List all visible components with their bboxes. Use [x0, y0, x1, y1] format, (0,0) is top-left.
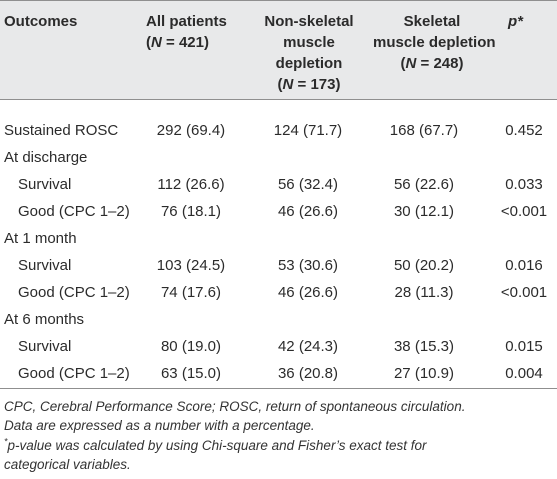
cell-all-patients: 76 (18.1): [160, 203, 222, 220]
footnote-p-value: *p-value was calculated by using Chi-squ…: [4, 436, 427, 453]
row-label: Good (CPC 1–2): [18, 284, 130, 301]
cell-non-skeletal: 46 (26.6): [277, 203, 339, 220]
table-row-group: At 1 month: [0, 225, 557, 252]
table-row-group: At 6 months: [0, 306, 557, 333]
table-row: Survival 112 (26.6) 56 (32.4) 56 (22.6) 0.03…: [0, 171, 557, 198]
cell-non-skeletal: 56 (32.4): [277, 176, 339, 193]
header-outcomes: Outcomes: [4, 13, 78, 30]
cell-skeletal: 50 (20.2): [393, 257, 455, 274]
cell-non-skeletal: 46 (26.6): [277, 284, 339, 301]
cell-p-value: 0.452: [505, 122, 543, 139]
row-label: Good (CPC 1–2): [18, 203, 130, 220]
header-skeletal: Skeletal muscle depletion (N = 248): [373, 13, 496, 72]
table-row: Good (CPC 1–2) 74 (17.6) 46 (26.6) 28 (11.3…: [0, 279, 557, 306]
row-label: Good (CPC 1–2): [18, 365, 130, 382]
table-header: Outcomes All patients (N = 421) Non-skel…: [0, 0, 557, 100]
cell-skeletal: 28 (11.3): [394, 284, 454, 301]
table-bottom-rule: [0, 388, 557, 389]
row-label: Survival: [18, 176, 72, 193]
row-label: At 1 month: [4, 230, 77, 247]
table-row: Survival 103 (24.5) 53 (30.6) 50 (20.2) 0.01…: [0, 252, 557, 279]
header-non-skeletal-n: (N = 173): [277, 76, 341, 93]
row-label: Survival: [18, 257, 72, 274]
table-row: Good (CPC 1–2) 63 (15.0) 36 (20.8) 27 (10.9…: [0, 360, 557, 387]
row-label: At discharge: [4, 149, 88, 166]
table-row-group: Sustained ROSC 292 (69.4) 124 (71.7) 168 (6…: [0, 117, 557, 144]
header-p-value: p*: [508, 13, 523, 30]
footnote-p-value-cont: categorical variables.: [4, 457, 131, 472]
row-label: Survival: [18, 338, 72, 355]
cell-skeletal: 30 (12.1): [393, 203, 455, 220]
footnote-data-note: Data are expressed as a number with a pe…: [4, 418, 315, 433]
cell-all-patients: 80 (19.0): [160, 338, 222, 355]
table-row-group: At discharge: [0, 144, 557, 171]
cell-all-patients: 74 (17.6): [160, 284, 222, 301]
cell-all-patients: 63 (15.0): [160, 365, 222, 382]
header-non-skeletal: Non-skeletal muscle depletion (N = 173): [250, 11, 368, 95]
cell-non-skeletal: 53 (30.6): [277, 257, 339, 274]
cell-all-patients: 103 (24.5): [156, 257, 226, 274]
cell-p-value: 0.004: [505, 365, 543, 382]
cell-p-value: 0.016: [505, 257, 543, 274]
cell-skeletal: 27 (10.9): [393, 365, 455, 382]
table-row: Good (CPC 1–2) 76 (18.1) 46 (26.6) 30 (12.1…: [0, 198, 557, 225]
cell-skeletal: 56 (22.6): [393, 176, 455, 193]
footnote-abbreviations: CPC, Cerebral Performance Score; ROSC, r…: [4, 399, 466, 414]
cell-non-skeletal: 124 (71.7): [273, 122, 343, 139]
cell-p-value: <0.001: [500, 203, 548, 220]
cell-p-value: 0.015: [505, 338, 543, 355]
header-skeletal-n: (N = 248): [400, 55, 464, 72]
cell-non-skeletal: 42 (24.3): [277, 338, 339, 355]
row-label: Sustained ROSC: [4, 122, 119, 139]
cell-p-value: 0.033: [505, 176, 543, 193]
cell-skeletal: 38 (15.3): [393, 338, 455, 355]
cell-skeletal: 168 (67.7): [389, 122, 459, 139]
footnote-asterisk: *: [4, 436, 8, 447]
header-all-patients: All patients (N = 421): [146, 13, 227, 51]
cell-non-skeletal: 36 (20.8): [277, 365, 339, 382]
header-all-patients-n: (N = 421): [146, 34, 209, 51]
row-label: At 6 months: [4, 311, 85, 328]
cell-p-value: <0.001: [500, 284, 548, 301]
cell-all-patients: 112 (26.6): [157, 176, 225, 193]
table-row: Survival 80 (19.0) 42 (24.3) 38 (15.3) 0.015: [0, 333, 557, 360]
cell-all-patients: 292 (69.4): [156, 122, 226, 139]
